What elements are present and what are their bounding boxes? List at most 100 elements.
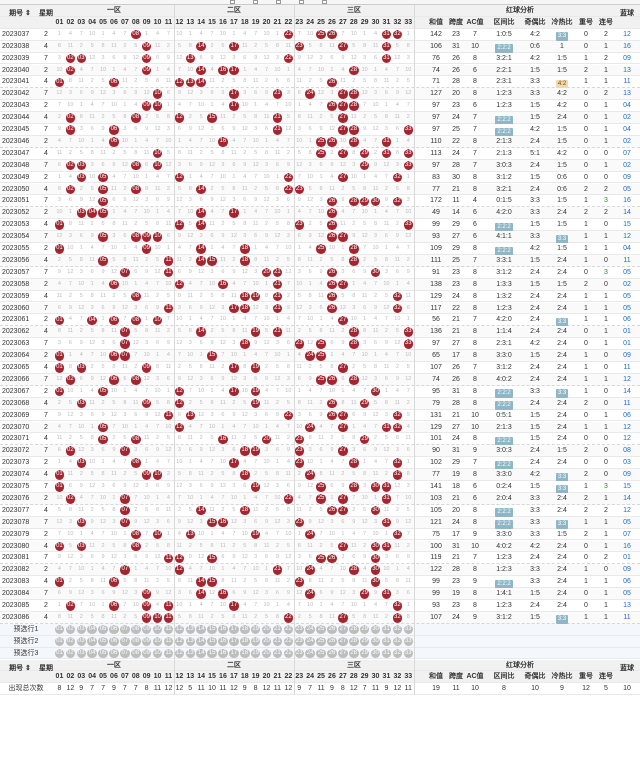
table-row[interactable]: 2023046 2 4 7 10 1 4 06 10 1 4 7 10 1 4 7 10 16 4 7 10 1 4 7 10 1… [0, 135, 640, 148]
table-row[interactable]: 2023080 4 01 5 03 11 2 5 8 08 2 5 8 11 2 5 8 11 2 5 8 11 2 5 8 11… [0, 540, 640, 553]
header-ch[interactable]: 冷热比 [551, 18, 573, 26]
predict-number-17[interactable]: 17 [229, 624, 239, 635]
predict-number-15[interactable]: 15 [207, 636, 217, 647]
table-row[interactable]: 2023086 4 8 11 2 5 8 11 2 5 09 10 11 5 8 11 2 5 8 11 2 5 8 22 2 5… [0, 611, 640, 624]
predict-number-25[interactable]: 25 [316, 648, 326, 659]
predict-number-33[interactable]: 33 [403, 648, 413, 659]
predict-row[interactable]: 预选行2 01 02 03 04 05 06 07 08 09 10 11 12 13 14 15 16 17 18… [0, 635, 640, 648]
predict-number-21[interactable]: 21 [272, 648, 283, 659]
table-row[interactable]: 2023076 2 10 02 4 7 10 1 07 7 10 1 4 7 10 1 4 7 10 1 4 7 10 22 4… [0, 492, 640, 505]
table-row[interactable]: 2023053 4 01 8 11 2 5 8 11 2 5 8 11 12 5 14 11 2 5 8 11 2 5 8 23… [0, 219, 640, 232]
predict-number-17[interactable]: 17 [229, 636, 239, 647]
header-oe[interactable]: 奇偶比 [524, 18, 546, 26]
predict-number-28[interactable]: 28 [349, 648, 359, 659]
table-row[interactable]: 2023062 4 8 11 2 5 8 11 07 5 8 11 2 5 8 14 2 5 8 11 19 5 21 11 2… [0, 326, 640, 339]
predict-number-11[interactable]: 11 [163, 648, 174, 659]
predict-number-30[interactable]: 30 [370, 636, 381, 647]
predict-number-23[interactable]: 23 [294, 636, 304, 647]
predict-number-30[interactable]: 30 [370, 624, 381, 635]
predict-number-22[interactable]: 22 [283, 636, 294, 647]
table-row[interactable]: 2023055 2 01 10 1 4 7 10 1 4 09 10 1 4 7 14 1 4 7 18 1 4 7 10 1 4… [0, 243, 640, 255]
predict-number-02[interactable]: 02 [65, 648, 76, 659]
predict-number-16[interactable]: 16 [218, 624, 228, 635]
predict-number-02[interactable]: 02 [65, 624, 76, 635]
table-row[interactable]: 2023051 7 3 6 9 12 05 6 9 12 3 6 9 12 3 6 9 12 3 6 9 12 3 6 9 12 3… [0, 195, 640, 208]
footer-header-ch[interactable]: 冷热比 [551, 673, 573, 681]
predict-number-01[interactable]: 01 [54, 624, 65, 635]
header-con[interactable]: 连号 [599, 18, 613, 26]
header-span[interactable]: 跨度 [449, 18, 463, 26]
table-row[interactable]: 2023040 2 10 02 4 7 10 1 4 7 09 1 4 7 10 14 4 16 17 1 4 7 10 1 4… [0, 64, 640, 77]
predict-number-19[interactable]: 19 [250, 624, 261, 635]
predict-number-20[interactable]: 20 [261, 648, 272, 659]
predict-number-12[interactable]: 12 [174, 636, 185, 647]
table-row[interactable]: 2023067 2 01 10 1 4 05 10 1 4 7 10 1 12 7 10 1 4 17 10 19 4 7 1… [0, 386, 640, 398]
table-row[interactable]: 2023070 2 4 7 10 1 05 7 10 1 4 7 10 12 4 7 10 1 4 7 10 1 4 7 10 2… [0, 421, 640, 434]
header-zr[interactable]: 区间比 [493, 18, 515, 26]
predict-number-19[interactable]: 19 [250, 648, 261, 659]
predict-number-01[interactable]: 01 [54, 648, 65, 659]
predict-number-27[interactable]: 27 [338, 636, 348, 647]
predict-number-08[interactable]: 08 [131, 648, 141, 659]
table-row[interactable]: 2023050 4 8 02 2 5 05 11 2 08 8 11 2 5 8 14 2 5 8 11 2 5 8 22 23… [0, 183, 640, 196]
predict-number-01[interactable]: 01 [54, 636, 65, 647]
predict-number-22[interactable]: 22 [283, 648, 294, 659]
table-row[interactable]: 2023083 4 01 2 5 8 11 06 5 8 11 2 5 8 11 14 15 8 11 2 5 8 11 2 2… [0, 576, 640, 589]
predict-number-08[interactable]: 08 [131, 624, 141, 635]
predict-number-11[interactable]: 11 [163, 636, 174, 647]
predict-number-16[interactable]: 16 [218, 636, 228, 647]
table-row[interactable]: 2023054 7 12 3 6 9 05 3 6 08 09 10 6 9 12 3 6 9 12 3 6 9 12 3 6 9… [0, 231, 640, 243]
table-row[interactable]: 2023082 2 4 7 10 1 4 7 07 1 4 7 10 12 4 7 10 1 4 7 10 1 21 7 10 2… [0, 564, 640, 577]
table-row[interactable]: 2023061 2 01 4 7 04 1 06 7 08 1 10 7 10 1 4 7 10 1 4 7 10 1 4 7 1… [0, 314, 640, 327]
predict-number-05[interactable]: 05 [98, 624, 108, 635]
predict-number-26[interactable]: 26 [327, 624, 337, 635]
table-row[interactable]: 2023056 4 2 5 8 11 05 5 8 11 2 5 11 11 2 14 15 11 2 18 8 11 2 5… [0, 254, 640, 267]
footer-header-zr[interactable]: 区间比 [493, 673, 515, 681]
predict-number-25[interactable]: 25 [316, 636, 326, 647]
predict-number-32[interactable]: 32 [392, 636, 403, 647]
predict-number-21[interactable]: 21 [272, 624, 283, 635]
predict-number-26[interactable]: 26 [327, 636, 337, 647]
predict-number-13[interactable]: 13 [185, 648, 195, 659]
predict-number-07[interactable]: 07 [120, 624, 130, 635]
predict-number-26[interactable]: 26 [327, 648, 337, 659]
filter-checkbox[interactable] [230, 0, 235, 4]
table-row[interactable]: 2023039 7 3 02 03 12 3 6 9 12 09 6 9 12 13 6 9 12 3 6 9 12 3 22… [0, 53, 640, 65]
table-row[interactable]: 2023072 7 6 02 12 3 6 9 07 3 6 9 12 3 6 9 12 3 6 18 19 3 6 9 23 3… [0, 445, 640, 458]
predict-number-31[interactable]: 31 [381, 648, 392, 659]
predict-number-04[interactable]: 04 [87, 648, 97, 659]
table-row[interactable]: 2023065 4 01 8 03 2 5 8 11 2 09 8 11 2 5 8 11 2 17 8 19 2 5 8 11… [0, 362, 640, 374]
predict-number-07[interactable]: 07 [120, 636, 130, 647]
predict-number-28[interactable]: 28 [349, 636, 359, 647]
table-row[interactable]: 2023049 2 1 4 03 10 05 4 7 10 1 4 7 12 1 4 7 10 1 4 7 10 1 22 7 1… [0, 172, 640, 184]
table-row[interactable]: 2023058 2 4 7 10 1 4 06 10 1 4 7 10 12 4 7 10 16 4 7 10 1 21 7 1… [0, 278, 640, 291]
footer-header-issue[interactable]: 期号 ⇕ [9, 664, 31, 672]
predict-number-24[interactable]: 24 [305, 636, 315, 647]
predict-number-29[interactable]: 29 [359, 636, 370, 647]
predict-number-14[interactable]: 14 [196, 636, 206, 647]
table-row[interactable]: 2023079 2 7 10 1 4 7 10 1 08 7 10 1 4 13 10 1 4 7 10 19 4 7 10 1… [0, 529, 640, 541]
predict-number-29[interactable]: 29 [359, 648, 370, 659]
table-row[interactable]: 2023037 2 1 4 7 10 1 4 7 08 1 4 7 10 1 4 7 10 1 4 7 10 1 22 7 10 2… [0, 29, 640, 41]
predict-number-09[interactable]: 09 [141, 648, 152, 659]
predict-number-32[interactable]: 32 [392, 648, 403, 659]
predict-number-10[interactable]: 10 [152, 636, 163, 647]
predict-number-06[interactable]: 06 [109, 648, 119, 659]
table-row[interactable]: 2023041 4 01 8 11 2 5 06 11 2 5 8 11 12 13 14 11 2 5 8 11 2 5 8… [0, 76, 640, 89]
predict-number-20[interactable]: 20 [261, 636, 272, 647]
predict-number-09[interactable]: 09 [141, 636, 152, 647]
predict-number-27[interactable]: 27 [338, 648, 348, 659]
predict-number-19[interactable]: 19 [250, 636, 261, 647]
table-row[interactable]: 2023048 7 6 02 03 3 6 9 12 08 6 10 12 3 6 9 12 3 6 9 12 3 6 9 12… [0, 159, 640, 172]
predict-row[interactable]: 预选行3 01 02 03 04 05 06 07 08 09 10 11 12 13 14 15 16 17 18… [0, 647, 640, 660]
predict-number-03[interactable]: 03 [76, 624, 86, 635]
predict-number-30[interactable]: 30 [370, 648, 381, 659]
predict-number-10[interactable]: 10 [152, 624, 163, 635]
header-issue[interactable]: 期号 ⇕ [9, 10, 31, 17]
table-row[interactable]: 2023045 7 9 02 3 6 9 06 3 6 9 12 3 6 9 12 3 6 9 12 3 6 21 12 3 6 9… [0, 124, 640, 136]
predict-number-23[interactable]: 23 [294, 624, 304, 635]
footer-header-oe[interactable]: 奇偶比 [524, 673, 546, 681]
predict-number-33[interactable]: 33 [403, 624, 413, 635]
table-row[interactable]: 2023047 4 11 2 5 8 11 2 5 8 11 10 5 8 11 2 5 8 11 2 5 8 11 2 5 8 2… [0, 148, 640, 160]
predict-number-31[interactable]: 31 [381, 624, 392, 635]
